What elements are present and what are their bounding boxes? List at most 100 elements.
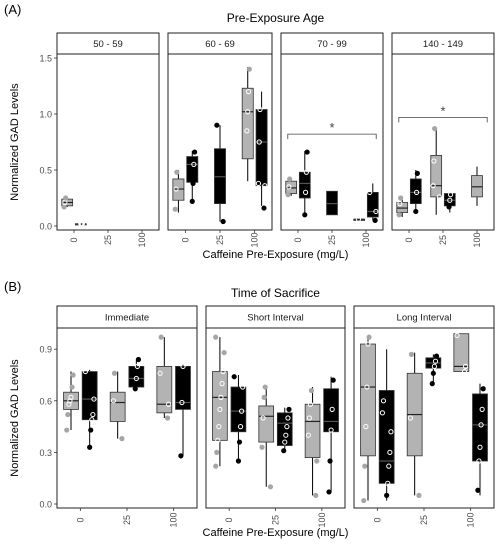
- x-tick-label: 100: [317, 512, 327, 527]
- box-body: [472, 393, 488, 462]
- data-point: [164, 415, 171, 421]
- facet-panel: [205, 327, 346, 509]
- data-point: [432, 125, 438, 132]
- box-body: [255, 109, 268, 187]
- box-body: [81, 371, 98, 421]
- data-point: [414, 170, 420, 176]
- data-point: [221, 350, 227, 356]
- box-gray-0: [172, 169, 185, 213]
- box-black-100: [472, 383, 488, 496]
- box-gray-100: [241, 66, 254, 182]
- data-point: [262, 384, 268, 390]
- data-point: [306, 415, 312, 421]
- data-point: [65, 411, 71, 418]
- box-body: [298, 171, 311, 199]
- facet-panel: [56, 327, 198, 509]
- data-point: [379, 410, 385, 416]
- x-axis-label: Caffeine Pre-Exposure (mg/L): [203, 249, 349, 261]
- data-point: [407, 415, 413, 421]
- data-point: [398, 195, 404, 201]
- box-gray-100: [453, 332, 470, 375]
- data-point: [355, 216, 362, 222]
- facet-1-2: Long Interval 0 25 100: [353, 305, 495, 528]
- box-body: [276, 412, 293, 446]
- box-black-25: [214, 122, 226, 225]
- data-point: [433, 353, 440, 359]
- data-point: [239, 408, 245, 414]
- data-point: [303, 169, 309, 175]
- data-point: [478, 422, 484, 428]
- data-point: [408, 351, 415, 357]
- significance-star: *: [440, 103, 445, 118]
- box-black-100: [175, 363, 191, 459]
- significance-star: *: [329, 120, 334, 135]
- data-point: [189, 198, 195, 204]
- data-point: [173, 186, 179, 192]
- data-point: [259, 444, 265, 450]
- box-gray-0: [285, 176, 298, 198]
- box-gray-100: [471, 166, 483, 206]
- data-point: [79, 221, 85, 227]
- box-black-25: [128, 356, 145, 392]
- box-body: [430, 155, 443, 198]
- data-point: [217, 406, 223, 412]
- box-black-0: [186, 149, 199, 204]
- data-point: [237, 424, 244, 430]
- data-point: [373, 208, 379, 215]
- data-point: [178, 453, 184, 459]
- data-point: [215, 437, 221, 443]
- data-point: [68, 394, 74, 400]
- data-point: [88, 427, 94, 433]
- chart-panel-0: (A) Pre-Exposure Age Normalized GAD Levels…: [4, 2, 495, 261]
- y-tick-label: 0.0: [39, 222, 52, 232]
- x-tick-label: 100: [466, 512, 476, 527]
- box-black-0: [81, 368, 98, 450]
- box-body: [230, 386, 247, 433]
- data-point: [219, 381, 225, 387]
- data-point: [64, 427, 70, 433]
- data-point: [385, 480, 391, 486]
- box-black-25: [443, 192, 456, 213]
- data-point: [214, 122, 220, 128]
- x-axis-label: Caffeine Pre-Exposure (mg/L): [203, 527, 349, 539]
- facet-0-2: 70 - 99 0 25 100 *: [280, 32, 384, 248]
- data-point: [174, 169, 180, 175]
- chart-panel-1: (B) Time of Sacrifice Normalized GAD Level…: [4, 279, 495, 539]
- data-point: [365, 341, 371, 347]
- x-tick-label: 0: [180, 237, 190, 242]
- facet-0-3: 140 - 149 0 25 100 *: [391, 32, 495, 248]
- data-point: [172, 206, 178, 212]
- box-gray-0: [360, 334, 376, 504]
- facet-0-1: 60 - 69 0 25 100: [167, 32, 273, 248]
- data-point: [180, 363, 186, 369]
- data-point: [367, 189, 373, 195]
- data-point: [388, 429, 394, 435]
- box-gray-0: [212, 334, 228, 469]
- data-point: [380, 398, 387, 404]
- data-point: [281, 448, 287, 454]
- data-point: [192, 149, 198, 155]
- box-body: [378, 390, 395, 484]
- data-point: [307, 401, 314, 407]
- facet-strip-label: 140 - 149: [423, 39, 463, 50]
- x-tick-label: 100: [361, 232, 371, 247]
- y-tick-label: 0.9: [39, 345, 52, 355]
- data-point: [110, 398, 117, 404]
- box-gray-100: [304, 387, 321, 498]
- box-body: [453, 333, 470, 372]
- x-tick-label: 25: [103, 235, 113, 245]
- data-point: [362, 463, 368, 469]
- data-point: [479, 406, 485, 412]
- facet-1-0: Immediate 0 25 100: [56, 305, 198, 528]
- facet-strip-label: Short Interval: [247, 313, 304, 324]
- data-point: [191, 161, 197, 167]
- box-body: [409, 178, 422, 205]
- data-point: [135, 356, 142, 363]
- data-point: [256, 139, 262, 145]
- data-point: [429, 381, 435, 387]
- data-point: [413, 208, 419, 215]
- box-gray-25: [258, 384, 275, 490]
- data-point: [218, 394, 224, 400]
- data-point: [134, 363, 140, 369]
